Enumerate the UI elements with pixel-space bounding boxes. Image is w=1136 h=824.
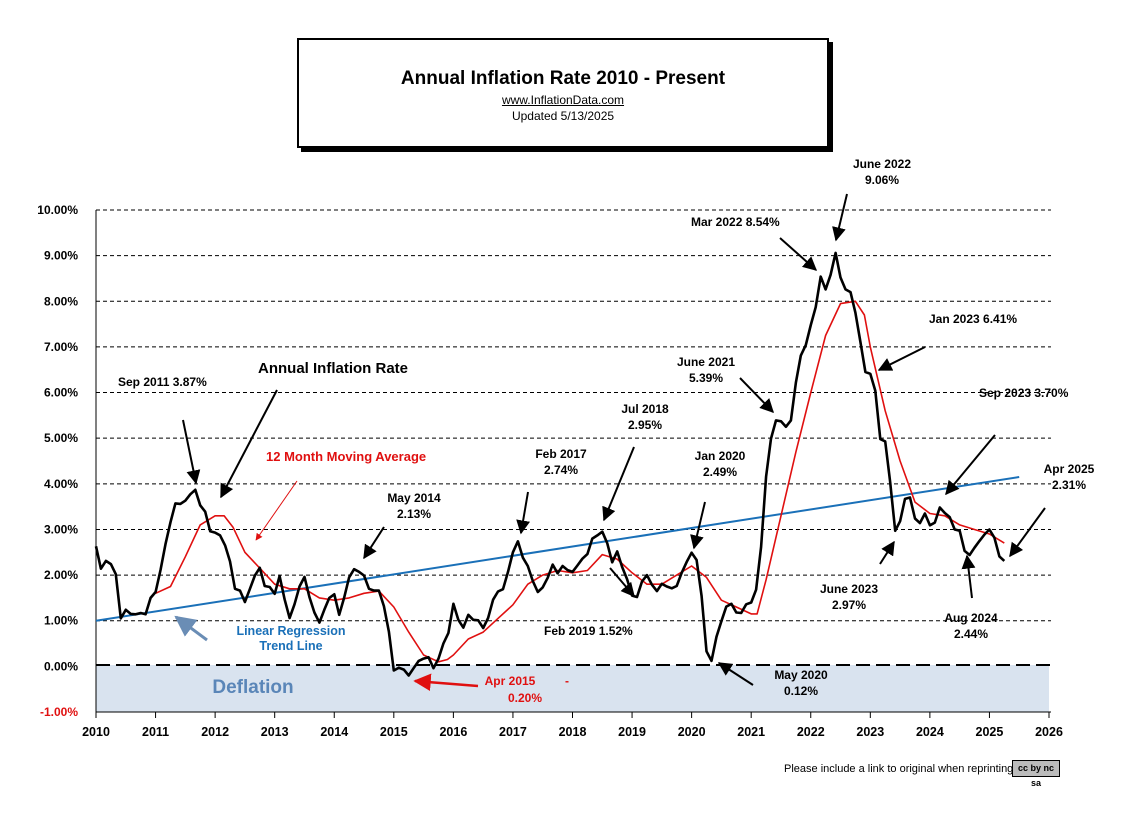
ann-june-2023-l2: 2.97%	[832, 598, 866, 612]
ann-may-2020-l2: 0.12%	[784, 684, 818, 698]
annotations: Sep 2011 3.87% May 2014 2.13% Apr 2015 0…	[118, 157, 1095, 705]
y-tick-label: 6.00%	[44, 386, 78, 400]
x-tick-label: 2016	[439, 725, 467, 739]
arrow-aug-2024	[961, 554, 976, 599]
ann-june-2021-l1: June 2021	[677, 355, 735, 369]
footer-note: Please include a link to original when r…	[784, 763, 1014, 775]
x-tick-label: 2014	[320, 725, 348, 739]
ann-mar-2022: Mar 2022 8.54%	[691, 215, 780, 229]
y-tick-label: 7.00%	[44, 340, 78, 354]
arrow-june-2021	[739, 377, 774, 414]
arrow-trend-label	[174, 615, 208, 642]
annotation-arrows	[182, 193, 1046, 686]
arrow-apr-2015	[413, 673, 479, 691]
ann-feb-2019: Feb 2019 1.52%	[544, 624, 633, 638]
arrow-mar-2022	[779, 237, 818, 271]
x-tick-label: 2023	[856, 725, 884, 739]
x-tick-label: 2013	[261, 725, 289, 739]
ann-june-2023-l1: June 2023	[820, 582, 878, 596]
deflation-label: Deflation	[212, 677, 293, 698]
arrow-jan-2023	[877, 346, 926, 371]
y-tick-label: 8.00%	[44, 294, 78, 308]
ann-sep-2011: Sep 2011 3.87%	[118, 375, 207, 389]
ann-jan-2020-l1: Jan 2020	[695, 449, 746, 463]
ann-jul-2018-l2: 2.95%	[628, 418, 662, 432]
y-axis: 10.00% 9.00% 8.00% 7.00% 6.00% 5.00% 4.00% 3.00…	[37, 203, 78, 719]
y-tick-label: 10.00%	[37, 203, 78, 217]
ann-apr-2015-l2: 0.20%	[508, 691, 542, 705]
label-linear-regression: Linear Regression	[236, 624, 345, 638]
arrow-june-2023	[879, 540, 895, 565]
gridlines	[96, 209, 1051, 622]
x-tick-label: 2019	[618, 725, 646, 739]
series-layer	[94, 251, 1020, 677]
license-badge[interactable]: cc by nc sa	[1012, 760, 1060, 788]
x-tick-label: 2021	[737, 725, 765, 739]
deflation-region	[96, 665, 1049, 712]
ann-aug-2024-l2: 2.44%	[954, 627, 988, 641]
ann-jan-2020-l2: 2.49%	[703, 465, 737, 479]
x-tick-label: 2017	[499, 725, 527, 739]
y-tick-label: 2.00%	[44, 568, 78, 582]
title-box: Annual Inflation Rate 2010 - Present www…	[297, 38, 829, 148]
y-tick-label: 0.00%	[44, 659, 78, 673]
y-tick-label: 9.00%	[44, 249, 78, 263]
x-tick-label: 2018	[559, 725, 587, 739]
arrow-annual-rate-label	[220, 389, 278, 499]
arrow-sep-2011	[182, 419, 201, 485]
y-tick-label: 1.00%	[44, 614, 78, 628]
x-tick-label: 2011	[142, 725, 169, 739]
arrow-may-2020	[717, 662, 754, 686]
ann-apr-2025-l2: 2.31%	[1052, 478, 1086, 492]
label-annual-inflation-rate: Annual Inflation Rate	[258, 360, 408, 377]
series-linear-regression-trend	[95, 476, 1020, 622]
y-tick-label: 5.00%	[44, 431, 78, 445]
x-tick-label: 2026	[1035, 725, 1063, 739]
arrow-ma-label	[255, 480, 298, 541]
x-tick-label: 2022	[797, 725, 825, 739]
ann-apr-2015-l1: Apr 2015	[485, 674, 536, 688]
arrow-jan-2020	[690, 501, 706, 550]
ann-apr-2025-l1: Apr 2025	[1044, 462, 1095, 476]
series-12-month-moving-average	[155, 300, 1005, 663]
arrow-feb-2017	[516, 491, 531, 535]
ann-aug-2024-l1: Aug 2024	[944, 611, 998, 625]
chart-title: Annual Inflation Rate 2010 - Present	[400, 68, 726, 89]
x-tick-label: 2015	[380, 725, 408, 739]
ann-june-2022-l1: June 2022	[853, 157, 911, 171]
arrow-june-2022	[832, 193, 848, 242]
label-trend-line: Trend Line	[259, 639, 322, 653]
arrow-may-2014	[363, 526, 385, 560]
x-tick-label: 2010	[82, 725, 110, 739]
ann-jan-2023: Jan 2023 6.41%	[929, 312, 1017, 326]
ann-may-2020-l1: May 2020	[774, 668, 828, 682]
label-moving-average: 12 Month Moving Average	[266, 449, 426, 464]
ann-feb-2017-l1: Feb 2017	[535, 447, 587, 461]
ann-may-2014-l1: May 2014	[387, 491, 441, 505]
y-tick-label: -1.00%	[40, 705, 78, 719]
source-link[interactable]: www.InflationData.com	[501, 93, 625, 107]
y-tick-label: 4.00%	[44, 477, 78, 491]
arrow-apr-2025	[1009, 507, 1046, 558]
ann-feb-2017-l2: 2.74%	[544, 463, 578, 477]
arrow-sep-2023	[945, 434, 996, 496]
arrow-jul-2018	[602, 446, 635, 522]
arrow-feb-2019	[609, 567, 635, 598]
x-tick-label: 2020	[678, 725, 706, 739]
ann-jul-2018-l1: Jul 2018	[621, 402, 669, 416]
ann-june-2021-l2: 5.39%	[689, 371, 723, 385]
ann-apr-2015-neg: -	[565, 674, 569, 688]
updated-date: Updated 5/13/2025	[511, 109, 615, 123]
x-tick-label: 2012	[201, 725, 229, 739]
y-tick-label: 3.00%	[44, 522, 78, 536]
x-axis: 2010 2011 2012 2013 2014 2015 2016 2017 2018 2019…	[82, 712, 1063, 739]
x-tick-label: 2024	[916, 725, 944, 739]
ann-june-2022-l2: 9.06%	[865, 173, 899, 187]
ann-sep-2023: Sep 2023 3.70%	[979, 386, 1069, 400]
series-annual-inflation-rate	[94, 251, 1006, 677]
ann-may-2014-l2: 2.13%	[397, 507, 431, 521]
x-tick-label: 2025	[976, 725, 1004, 739]
